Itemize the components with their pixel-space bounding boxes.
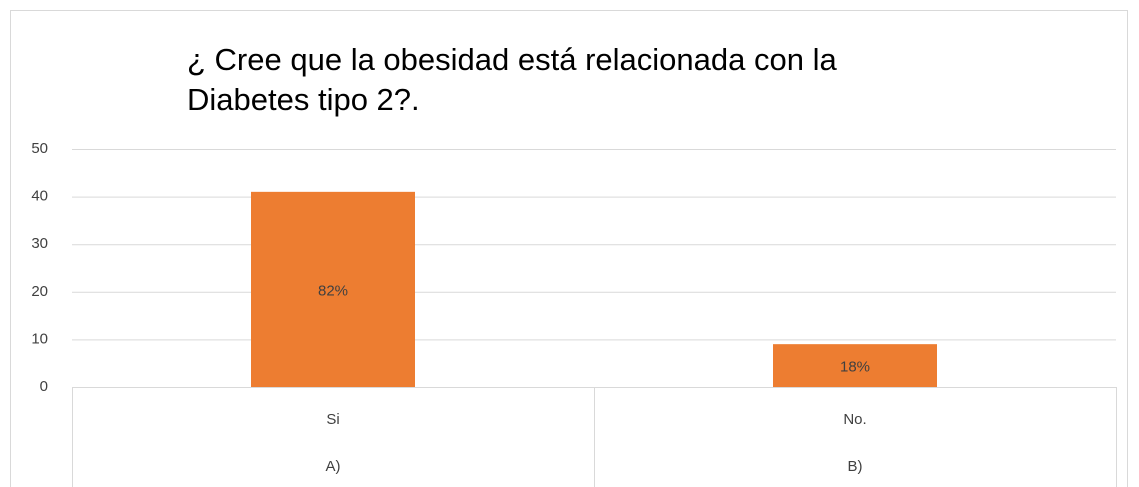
y-tick-label: 10 [31, 330, 48, 347]
bar [773, 344, 937, 387]
chart-title: ¿ Cree que la obesidad está relacionada … [187, 42, 837, 117]
data-label: 82% [318, 282, 348, 299]
y-tick-label: 20 [31, 283, 48, 300]
y-tick-label: 40 [31, 188, 48, 205]
x-tick-label: No. [843, 411, 866, 428]
x-tick-label: Si [326, 411, 339, 428]
y-tick-label: 30 [31, 235, 48, 252]
bar [251, 191, 415, 387]
x-group-label: A) [326, 458, 341, 475]
data-label: 18% [840, 359, 870, 376]
y-tick-label: 50 [31, 140, 48, 157]
y-tick-label: 0 [40, 378, 48, 395]
chart-border [10, 10, 1128, 487]
x-group-label: B) [848, 458, 863, 475]
chart-title: ¿ Cree que la obesidad está relacionada … [187, 42, 837, 117]
